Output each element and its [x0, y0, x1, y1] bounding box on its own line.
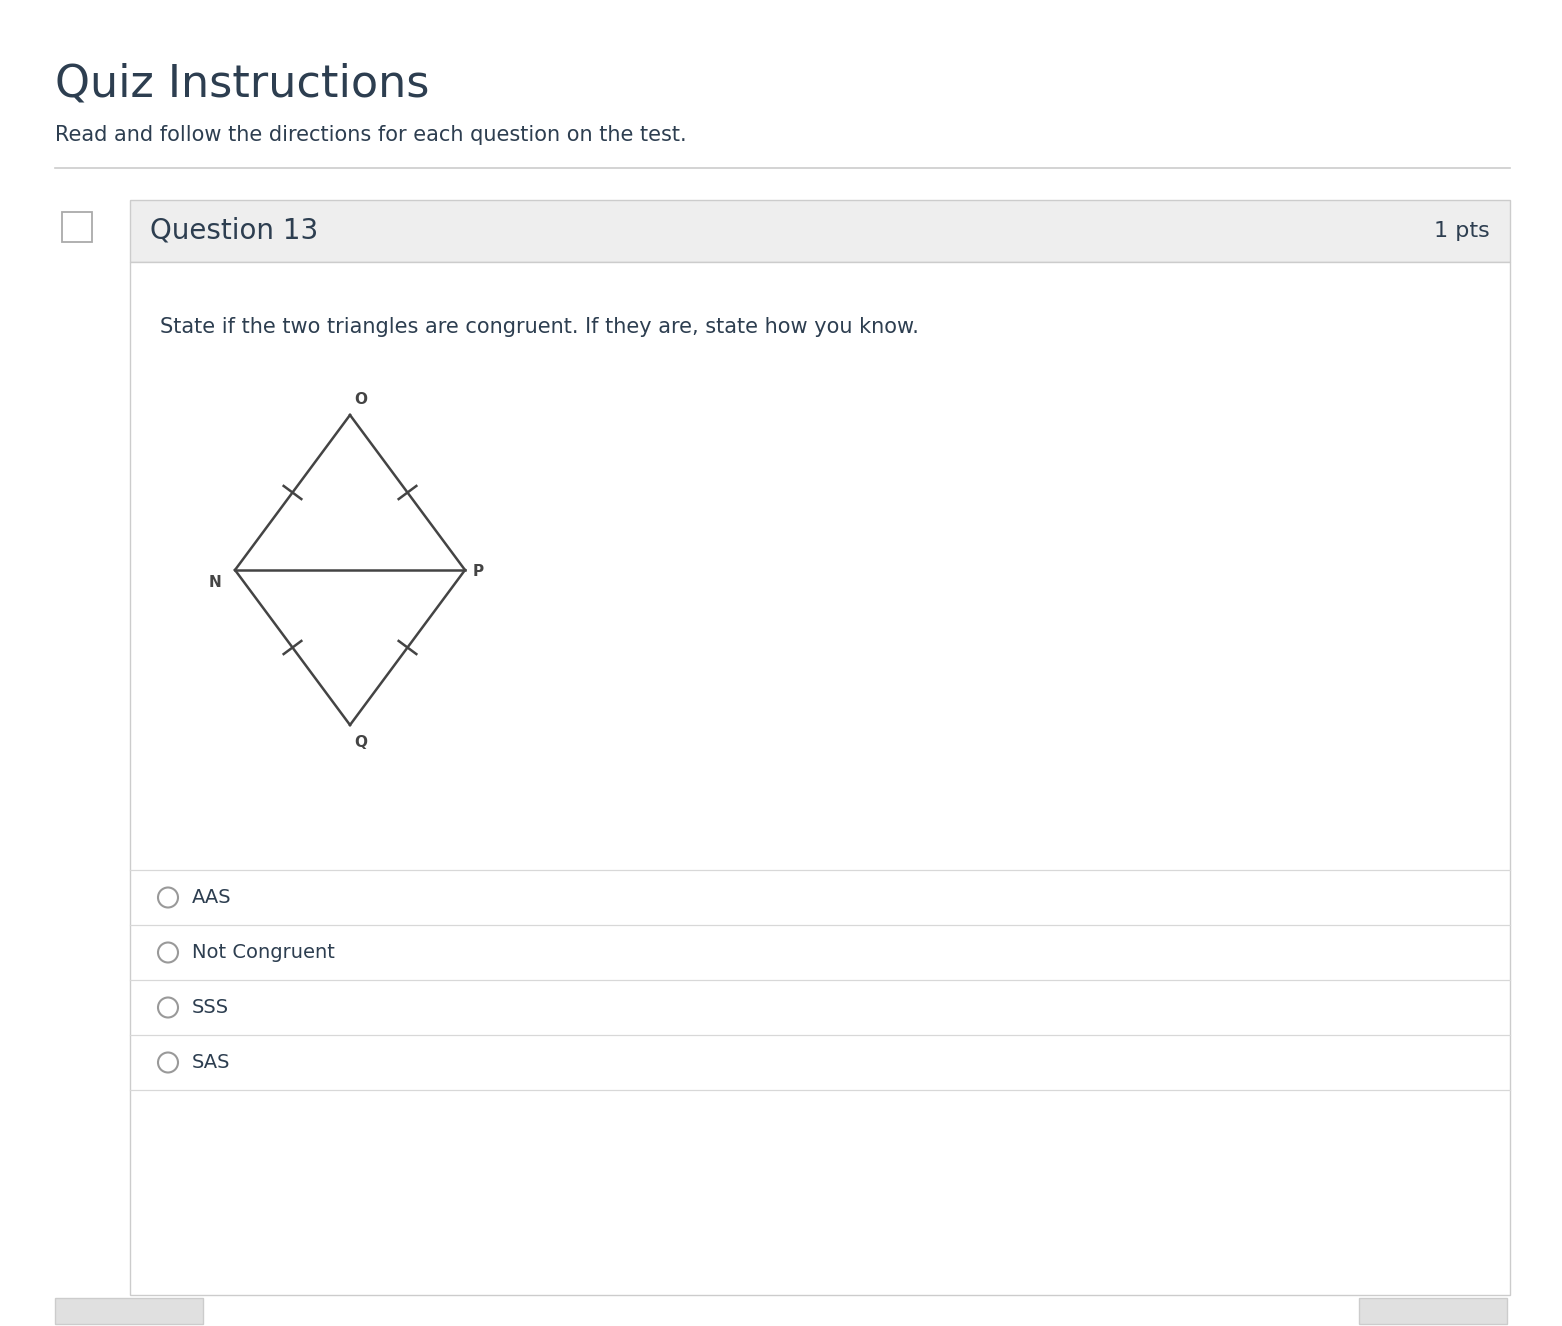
Bar	[1359, 1298, 1507, 1323]
Text: SAS: SAS	[192, 1053, 231, 1071]
Bar	[130, 263, 1510, 1296]
Text: Quiz Instructions: Quiz Instructions	[55, 62, 430, 105]
Text: SSS: SSS	[192, 998, 230, 1017]
Bar	[130, 200, 1510, 263]
Text: Not Congruent: Not Congruent	[192, 943, 334, 961]
Text: Question 13: Question 13	[150, 217, 319, 245]
Text: 1 pts: 1 pts	[1434, 221, 1490, 241]
Text: P: P	[473, 565, 484, 579]
Text: State if the two triangles are congruent. If they are, state how you know.: State if the two triangles are congruent…	[159, 317, 918, 337]
Bar	[55, 1298, 203, 1323]
Text: Q: Q	[355, 735, 367, 751]
Text: N: N	[208, 575, 220, 590]
Text: Read and follow the directions for each question on the test.: Read and follow the directions for each …	[55, 125, 687, 145]
Text: O: O	[355, 392, 367, 407]
Text: AAS: AAS	[192, 888, 231, 907]
